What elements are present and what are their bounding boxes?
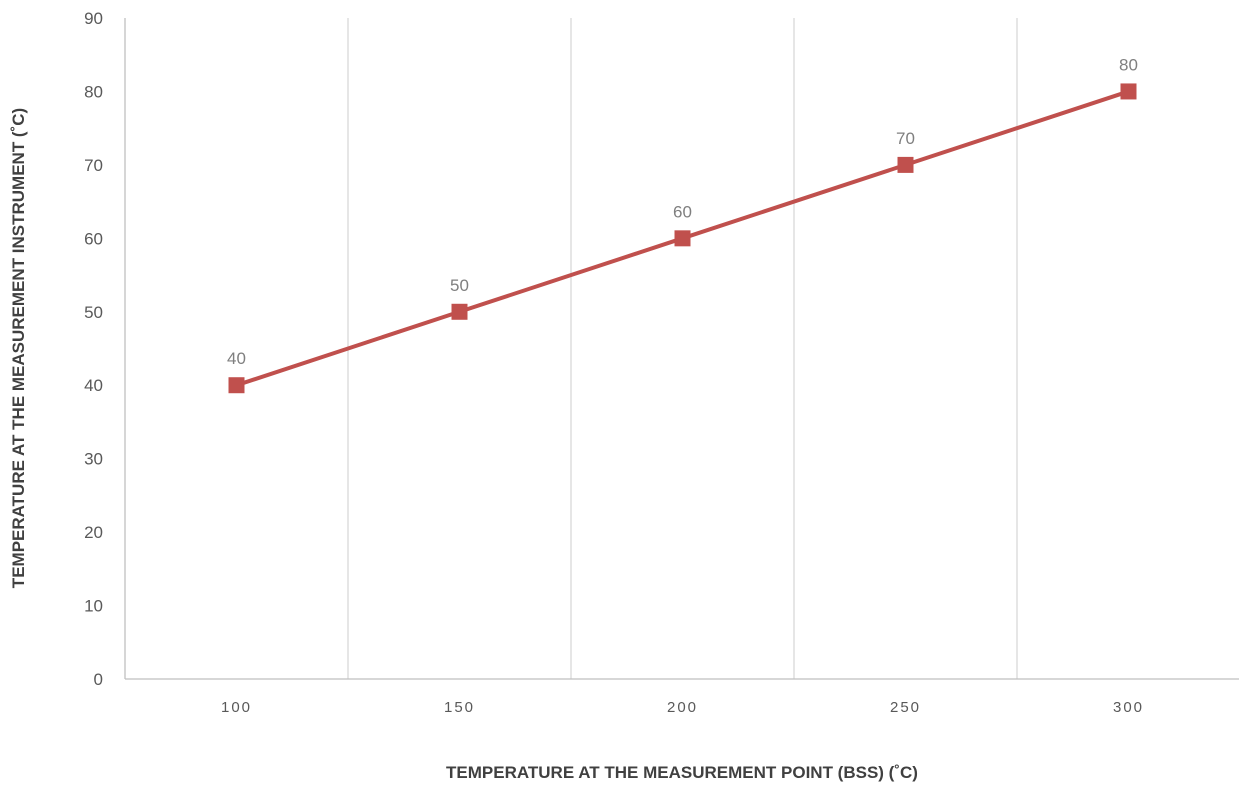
series — [228, 83, 1137, 394]
y-tick-label: 50 — [84, 303, 103, 322]
y-tick-label: 60 — [84, 229, 103, 248]
data-point-marker — [228, 377, 245, 394]
y-tick-labels: 0 10 20 30 40 50 60 70 80 90 — [84, 9, 103, 689]
data-point-marker — [897, 156, 914, 173]
y-tick-label: 10 — [84, 597, 103, 616]
x-tick-label: 100 — [221, 699, 252, 716]
data-point-marker — [451, 303, 468, 320]
x-tick-label: 200 — [667, 699, 698, 716]
x-tick-label: 300 — [1113, 699, 1144, 716]
data-label: 60 — [673, 202, 692, 221]
x-axis-title: TEMPERATURE AT THE MEASUREMENT POINT (BS… — [446, 763, 918, 782]
y-tick-label: 90 — [84, 9, 103, 28]
data-label: 80 — [1119, 55, 1138, 74]
data-label: 50 — [450, 276, 469, 295]
data-label: 40 — [227, 349, 246, 368]
y-tick-label: 20 — [84, 523, 103, 542]
axes — [124, 18, 1239, 680]
y-tick-label: 0 — [94, 670, 103, 689]
data-label: 70 — [896, 129, 915, 148]
x-tick-label: 150 — [444, 699, 475, 716]
data-labels: 40 50 60 70 80 — [227, 55, 1138, 368]
y-tick-label: 40 — [84, 376, 103, 395]
y-tick-label: 30 — [84, 450, 103, 469]
data-point-marker — [674, 230, 691, 247]
y-axis-title: TEMPERATURE AT THE MEASUREMENT INSTRUMEN… — [9, 108, 28, 588]
y-tick-label: 80 — [84, 82, 103, 101]
data-point-marker — [1120, 83, 1137, 100]
gridlines — [347, 18, 1018, 679]
x-tick-label: 250 — [890, 699, 921, 716]
y-tick-label: 70 — [84, 156, 103, 175]
x-tick-labels: 100 150 200 250 300 — [221, 699, 1144, 716]
